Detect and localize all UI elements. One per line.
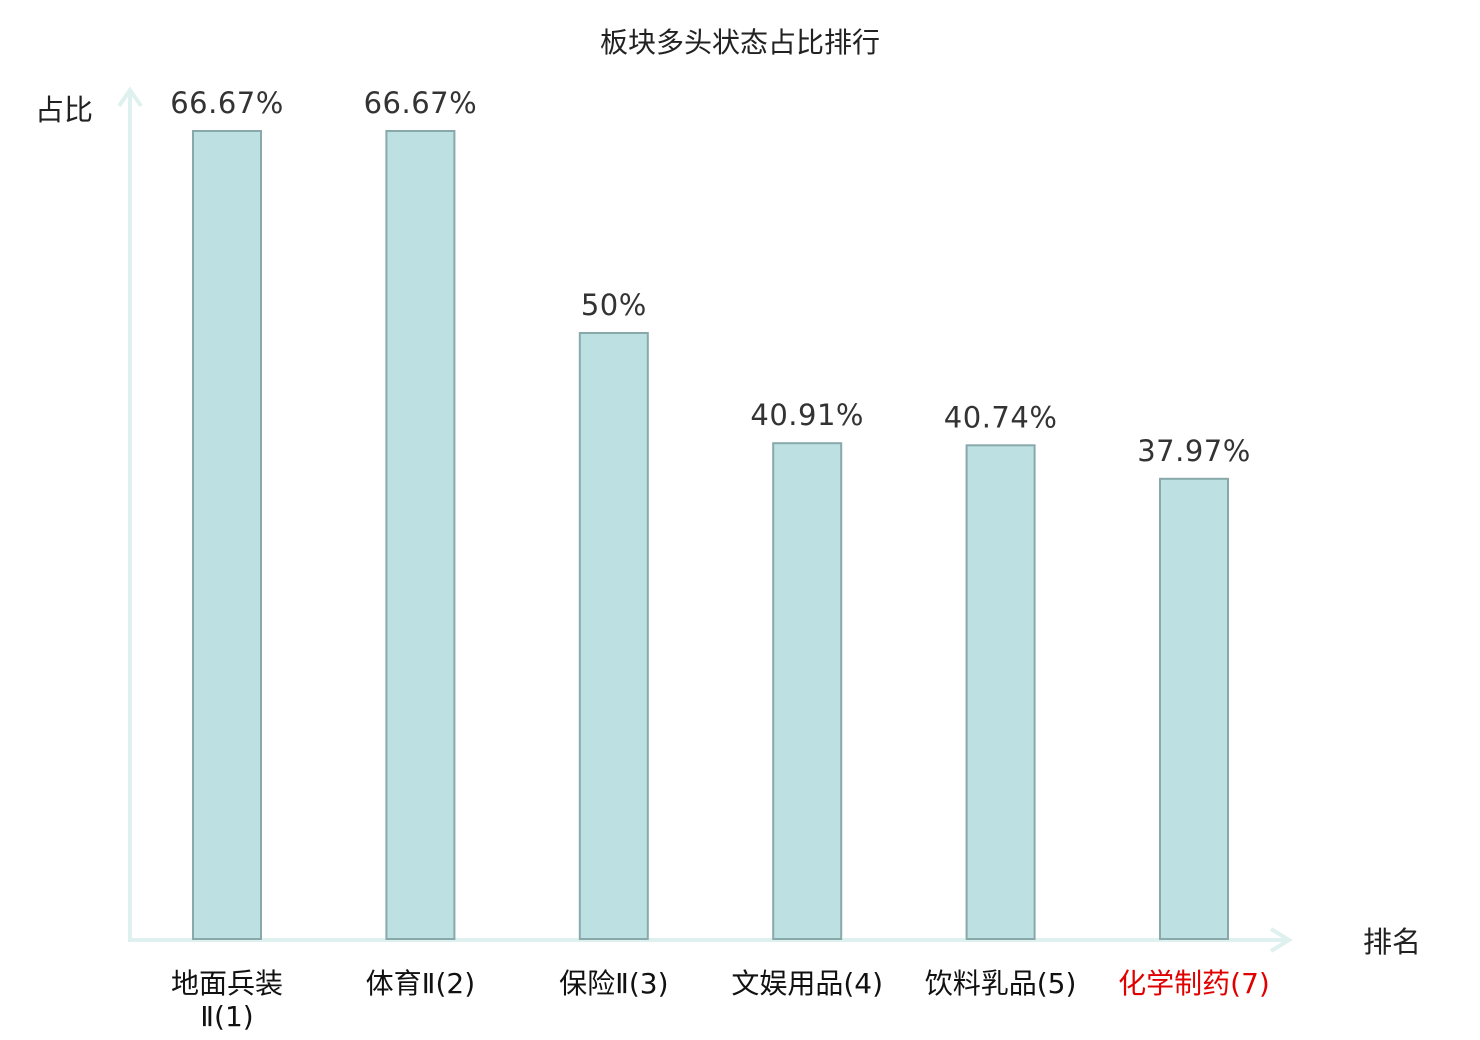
bar (772, 442, 843, 940)
x-tick-label: 体育Ⅱ(2) (366, 967, 475, 1000)
bar-value-label: 40.74% (944, 400, 1058, 434)
bar-value-label: 37.97% (1137, 434, 1251, 468)
x-tick-label: 饮料乳品(5) (925, 967, 1077, 1000)
bar (192, 130, 262, 940)
x-axis-arrow-icon (1269, 927, 1293, 953)
bar (385, 130, 456, 940)
chart-title: 板块多头状态占比排行 (600, 26, 880, 59)
x-tick-label: 保险Ⅱ(3) (559, 967, 668, 1000)
y-axis: 占比 (35, 86, 143, 940)
x-tick-label: 文娱用品(4) (731, 967, 883, 1000)
bar (578, 332, 649, 940)
y-axis-label: 占比 (35, 93, 93, 127)
bar-value-label: 66.67% (170, 86, 284, 120)
value-labels-group: 66.67% 66.67% 50% 40.91% 40.74% 37.97% (170, 86, 1251, 468)
x-axis-label: 排名 (1363, 925, 1421, 959)
bar (965, 444, 1036, 940)
y-axis-arrow-icon (117, 86, 143, 108)
bar-value-label: 50% (581, 288, 647, 322)
x-tick-label: Ⅱ(1) (200, 1000, 253, 1033)
bar-value-label: 40.91% (750, 398, 864, 432)
x-tick-label: 地面兵装 (171, 967, 283, 1000)
x-tick-label: 化学制药(7) (1118, 967, 1270, 1000)
bars-group (192, 130, 1229, 940)
x-axis: 排名 (128, 925, 1421, 959)
bar (1159, 477, 1229, 940)
bar-value-label: 66.67% (364, 86, 478, 120)
